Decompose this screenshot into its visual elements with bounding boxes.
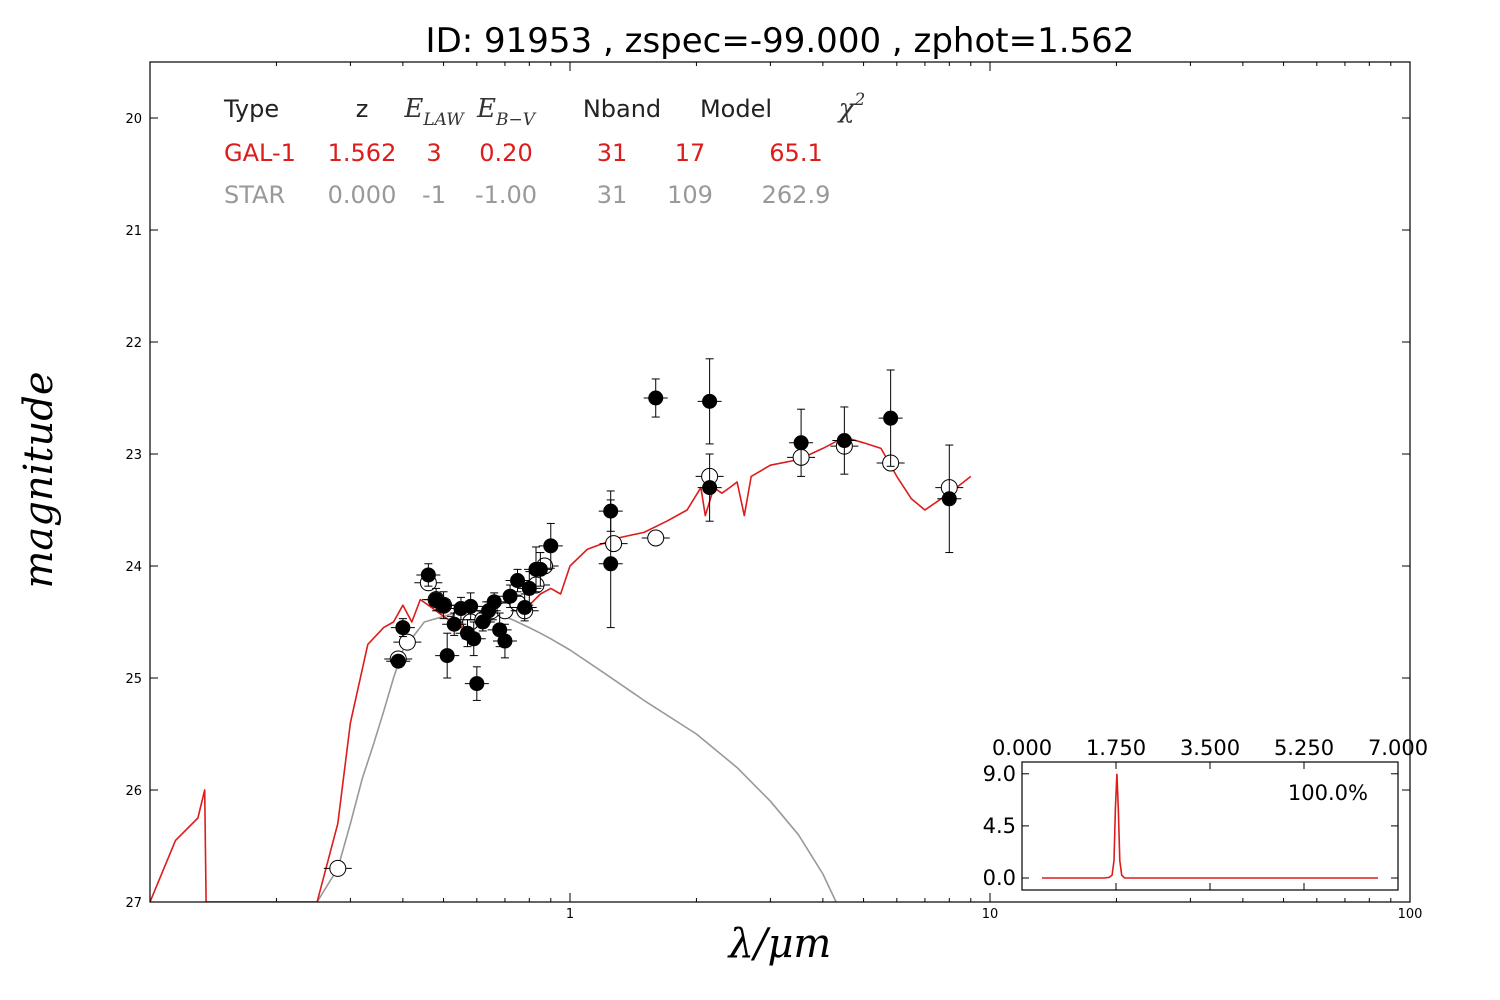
table-cell: 17	[675, 139, 706, 167]
pdz-curve	[1042, 773, 1378, 879]
table-cell: 262.9	[762, 181, 831, 209]
table-header: z	[356, 95, 369, 123]
inset-x-tick-label: 5.250	[1274, 736, 1334, 760]
observed-photometry-point	[463, 598, 479, 614]
model-photometry-point	[329, 859, 347, 877]
observed-photometry-point	[510, 573, 526, 589]
chart-title: ID: 91953 , zspec=-99.000 , zphot=1.562	[426, 21, 1135, 61]
observed-photometry-point	[883, 410, 899, 426]
x-tick-label: 10	[982, 907, 999, 922]
y-tick-label: 26	[125, 784, 142, 799]
observed-photometry-point	[517, 599, 533, 615]
inset-axis-ticks: 0.000 1.750 3.500 5.250 7.000 0.0 4.5 9.0	[983, 736, 1428, 890]
inset-pdz-plot: 0.000 1.750 3.500 5.250 7.000 0.0 4.5 9.0 100.0…	[983, 736, 1428, 891]
table-header: Model	[700, 95, 772, 123]
table-cell: -1	[422, 181, 446, 209]
y-tick-label: 23	[125, 448, 142, 463]
table-header: Type	[223, 95, 279, 123]
observed-photometry-point	[648, 390, 664, 406]
observed-photometry-point	[436, 597, 452, 613]
observed-photometry-point	[502, 588, 518, 604]
x-tick-label: 100	[1398, 907, 1423, 922]
table-cell: 31	[597, 139, 628, 167]
table-header-math: χ2	[837, 90, 866, 124]
model-photometry-point	[605, 535, 623, 553]
x-axis-label: λ/μm	[727, 921, 832, 967]
model-photometry-point	[647, 529, 665, 547]
table-header-math: ELAW	[403, 94, 465, 130]
observed-photometry-point	[603, 556, 619, 572]
observed-photometry-point	[446, 616, 462, 632]
table-header: Nband	[583, 95, 661, 123]
table-cell: 109	[667, 181, 713, 209]
fit-summary-table: Type z Nband Model ELAW EB−V χ2 GAL-1 1.562 3 0.20…	[223, 90, 865, 209]
y-tick-label: 24	[125, 560, 142, 575]
y-tick-label: 21	[125, 224, 142, 239]
inset-y-tick-label: 9.0	[983, 762, 1016, 786]
y-tick-label: 25	[125, 672, 142, 687]
inset-x-tick-label: 1.750	[1086, 736, 1146, 760]
galaxy-model-line	[150, 436, 972, 902]
observed-photometry-point	[497, 633, 513, 649]
table-cell: 0.000	[328, 181, 397, 209]
inset-x-tick-label: 3.500	[1180, 736, 1240, 760]
observed-photometry-point	[702, 480, 718, 496]
x-tick-label: 1	[566, 907, 574, 922]
table-header-math: EB−V	[476, 94, 537, 130]
observed-photometry-point	[521, 580, 537, 596]
observed-photometry-point	[543, 538, 559, 554]
observed-photometry-point	[836, 433, 852, 449]
model-lines	[150, 436, 972, 902]
observed-photometry-point	[395, 620, 411, 636]
inset-pdz-line	[1042, 773, 1378, 879]
observed-photometry-point	[390, 653, 406, 669]
inset-frame	[1021, 761, 1399, 891]
inset-probability-annotation: 100.0%	[1288, 781, 1368, 805]
observed-photometry-point	[439, 648, 455, 664]
table-cell: -1.00	[475, 181, 537, 209]
main-axis-ticks: 20 21 22 23 24 25 26 27 1 10 100	[125, 62, 1422, 922]
table-cell: 31	[597, 181, 628, 209]
y-tick-label: 27	[125, 896, 142, 911]
inset-x-tick-label: 0.000	[992, 736, 1052, 760]
observed-photometry-point	[486, 594, 502, 610]
observed-photometry-point	[466, 631, 482, 647]
photometry-points	[323, 358, 964, 877]
y-tick-label: 20	[125, 112, 142, 127]
table-row-label: GAL-1	[224, 139, 296, 167]
table-cell: 0.20	[479, 139, 532, 167]
observed-photometry-point	[469, 676, 485, 692]
observed-photometry-point	[420, 567, 436, 583]
y-axis-label: magnitude	[16, 371, 62, 588]
table-row-label: STAR	[224, 181, 285, 209]
y-tick-label: 22	[125, 336, 142, 351]
observed-photometry-point	[532, 561, 548, 577]
model-photometry-point	[398, 633, 416, 651]
observed-photometry-point	[941, 491, 957, 507]
main-plot-frame	[149, 61, 1411, 903]
table-cell: 65.1	[769, 139, 822, 167]
observed-photometry-point	[702, 393, 718, 409]
inset-y-tick-label: 0.0	[983, 866, 1016, 890]
table-cell: 1.562	[328, 139, 397, 167]
inset-y-tick-label: 4.5	[983, 814, 1016, 838]
table-cell: 3	[426, 139, 441, 167]
inset-x-tick-label: 7.000	[1368, 736, 1428, 760]
observed-photometry-point	[793, 435, 809, 451]
